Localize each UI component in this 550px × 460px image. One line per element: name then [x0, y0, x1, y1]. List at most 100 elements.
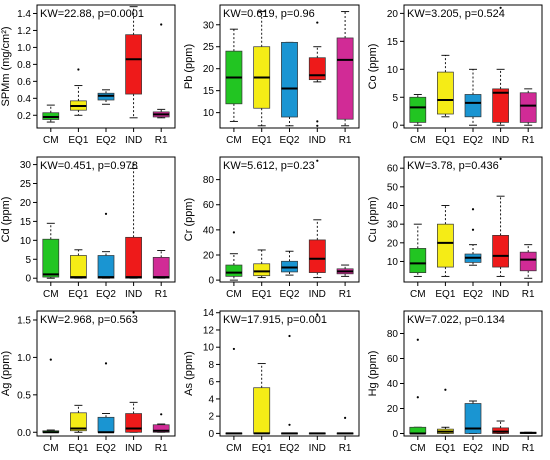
panel-cr: 0 20 40 60 80 Cr (ppm) KW=5.612, p=0.23 CM EQ1 EQ…	[183, 152, 367, 306]
box-eq1	[437, 71, 454, 115]
stat-label: KW=17.915, p=0.001	[223, 314, 327, 326]
boxplot-svg-spmm: 0.2 0.4 0.6 0.8 1.0 1.2 1.4 SPMm (mg/cm²) KW=22.…	[0, 4, 176, 146]
outlier-point	[416, 396, 419, 399]
y-tick-label: 20	[387, 9, 399, 20]
y-tick-label: 20	[387, 238, 399, 249]
y-axis-label: Cd (ppm)	[0, 197, 12, 243]
y-tick-label: 0	[25, 274, 31, 285]
y-tick-label: 30	[203, 20, 215, 31]
y-axis-label: Ag (ppm)	[0, 351, 12, 396]
y-tick-label: 80	[387, 329, 399, 340]
x-tick-label: IND	[125, 289, 142, 300]
boxplot-svg-hg: 0 20 40 60 80 Hg (ppm) KW=7.022, p=0.134 CM EQ1 E…	[367, 310, 543, 454]
x-tick-label: R1	[155, 289, 168, 300]
x-tick-label: R1	[155, 135, 168, 146]
boxplot-svg-co: 0 5 10 15 20 Co (ppm) KW=3.205, p=0.524 CM EQ1 EQ…	[367, 4, 543, 146]
box-r1	[336, 37, 354, 120]
y-axis-label: Pb (ppm)	[183, 44, 195, 89]
boxplot-svg-pb: 10 15 20 25 30 Pb (ppm) KW=0.619, p=0.96 CM EQ1 E…	[183, 4, 360, 146]
x-tick-label: EQ1	[435, 443, 455, 454]
y-tick-label: 12	[203, 325, 215, 336]
box-ind	[125, 34, 142, 95]
box-eq1	[253, 387, 271, 434]
plot-frame	[36, 4, 176, 129]
boxplot-svg-cu: 10 20 30 40 50 60 Cu (ppm) KW=3.78, p=0.436 CM EQ…	[367, 156, 543, 300]
y-tick-label: 1.2	[17, 26, 31, 37]
y-axis-label: Hg (ppm)	[367, 351, 379, 397]
stat-label: KW=3.78, p=0.436	[407, 160, 499, 172]
box-eq2	[281, 41, 298, 118]
x-tick-label: R1	[339, 289, 352, 300]
y-tick-label: 20	[387, 404, 399, 415]
box-eq1	[437, 223, 454, 268]
box-eq1	[253, 263, 271, 277]
x-tick-label: EQ2	[96, 289, 116, 300]
box-ind	[125, 236, 142, 279]
box-r1	[152, 257, 170, 279]
box-ind	[308, 57, 326, 81]
stat-label: KW=22.88, p=0.0001	[40, 8, 144, 20]
y-tick-label: 20	[20, 198, 32, 209]
panel-hg: 0 20 40 60 80 Hg (ppm) KW=7.022, p=0.134 CM EQ1 E…	[367, 306, 550, 460]
y-tick-label: 1.0	[17, 353, 31, 364]
box-cm	[225, 264, 243, 277]
y-tick-label: 25	[203, 42, 215, 53]
y-tick-label: 50	[387, 182, 399, 193]
box-eq2	[464, 94, 482, 118]
box-cm	[42, 238, 60, 278]
outlier-point	[160, 23, 163, 26]
stat-label: KW=7.022, p=0.134	[407, 314, 505, 326]
y-tick-label: 0.4	[17, 94, 31, 105]
panel-as: 0 2 4 6 8 10 12 14 As (ppm) KW=17.915, p=0.001 CM E…	[183, 306, 367, 460]
y-tick-label: 0	[208, 276, 214, 287]
y-tick-label: 0	[208, 429, 214, 440]
x-tick-label: R1	[339, 443, 352, 454]
y-tick-label: 30	[20, 160, 32, 171]
y-axis-label: Cr (ppm)	[183, 198, 195, 241]
y-tick-label: 15	[203, 86, 215, 97]
y-tick-label: 40	[203, 225, 215, 236]
outlier-point	[316, 120, 319, 123]
x-tick-label: EQ2	[463, 289, 483, 300]
y-tick-label: 40	[387, 379, 399, 390]
x-tick-label: R1	[339, 135, 352, 146]
stat-label: KW=2.968, p=0.563	[40, 314, 138, 326]
y-tick-label: 60	[203, 200, 215, 211]
x-tick-label: CM	[410, 135, 426, 146]
y-tick-label: 0.2	[17, 111, 31, 122]
y-tick-label: 15	[387, 37, 399, 48]
y-tick-label: 0.5	[17, 390, 31, 401]
outlier-point	[288, 334, 291, 338]
box-r1	[519, 251, 537, 272]
x-tick-label: EQ1	[252, 135, 272, 146]
y-tick-label: 0	[392, 429, 398, 440]
y-tick-label: 0.6	[17, 77, 31, 88]
x-tick-label: CM	[43, 135, 59, 146]
y-tick-label: 10	[387, 257, 399, 268]
boxplot-svg-as: 0 2 4 6 8 10 12 14 As (ppm) KW=17.915, p=0.001 CM E…	[183, 308, 360, 454]
outlier-point	[160, 413, 163, 416]
x-tick-label: CM	[43, 443, 59, 454]
panel-cu: 10 20 30 40 50 60 Cu (ppm) KW=3.78, p=0.436 CM EQ…	[367, 152, 550, 306]
x-tick-label: IND	[309, 289, 326, 300]
y-tick-label: 60	[387, 354, 399, 365]
x-tick-label: R1	[522, 443, 535, 454]
y-tick-label: 25	[20, 179, 32, 190]
x-tick-label: EQ2	[279, 289, 299, 300]
y-tick-label: 8	[208, 360, 214, 371]
outlier-point	[471, 228, 475, 231]
y-tick-label: 1.0	[17, 43, 31, 54]
x-tick-label: IND	[309, 135, 326, 146]
stat-label: KW=3.205, p=0.524	[407, 8, 505, 20]
outlier-point	[49, 358, 52, 361]
x-tick-label: EQ2	[463, 443, 483, 454]
y-axis-label: Co (ppm)	[367, 44, 379, 90]
outlier-point	[316, 124, 319, 127]
y-tick-label: 40	[387, 201, 399, 212]
outlier-point	[316, 21, 319, 24]
x-tick-label: EQ1	[68, 443, 88, 454]
y-axis-label: As (ppm)	[183, 351, 195, 396]
outlier-point	[104, 212, 108, 215]
y-axis-label: Cu (ppm)	[367, 197, 379, 243]
panel-co: 0 5 10 15 20 Co (ppm) KW=3.205, p=0.524 CM EQ1 EQ…	[367, 0, 550, 152]
